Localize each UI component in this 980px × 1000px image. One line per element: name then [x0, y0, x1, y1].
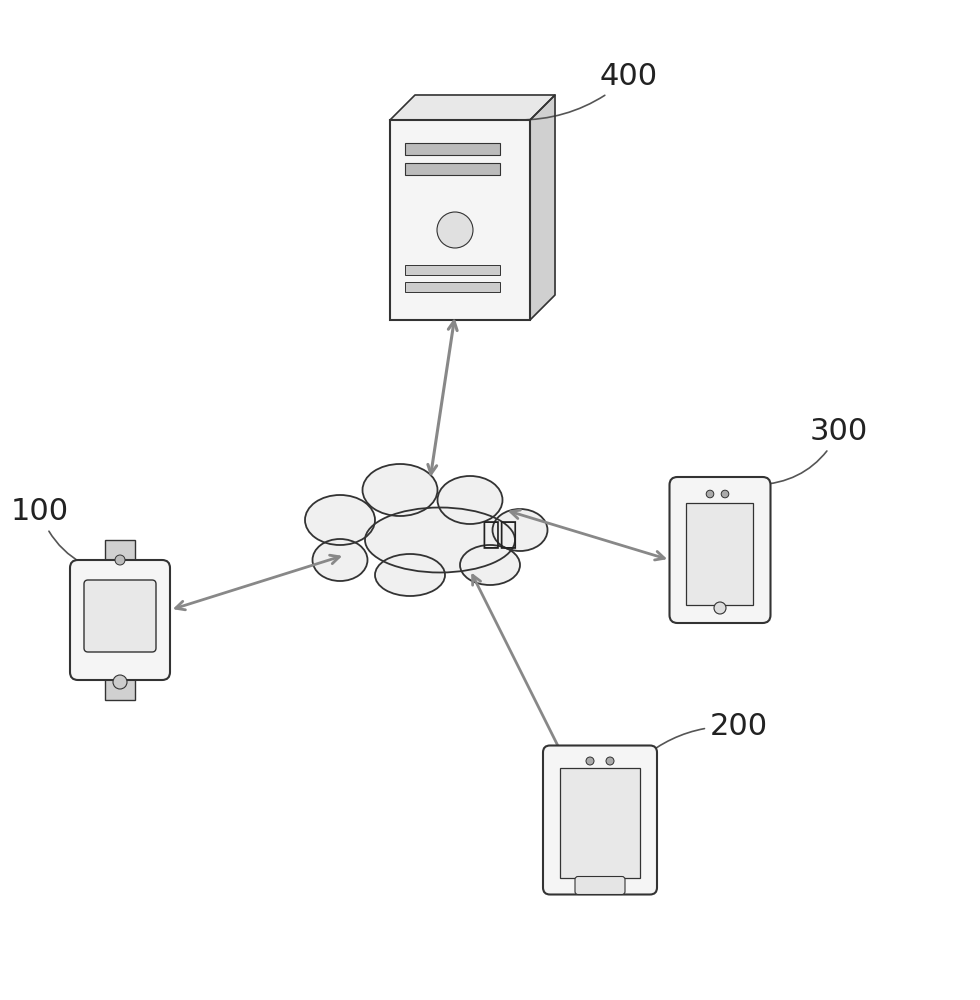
- Text: 网络: 网络: [482, 521, 518, 550]
- Ellipse shape: [460, 545, 520, 585]
- Bar: [687, 503, 754, 605]
- Circle shape: [437, 212, 473, 248]
- Text: 200: 200: [642, 712, 768, 758]
- FancyBboxPatch shape: [70, 560, 170, 680]
- FancyBboxPatch shape: [669, 477, 770, 623]
- Ellipse shape: [375, 554, 445, 596]
- Circle shape: [707, 490, 713, 498]
- Bar: [405, 143, 500, 155]
- Ellipse shape: [305, 495, 375, 545]
- FancyBboxPatch shape: [575, 876, 625, 894]
- Ellipse shape: [313, 539, 368, 581]
- Ellipse shape: [437, 476, 503, 524]
- Text: 100: 100: [11, 497, 82, 564]
- Ellipse shape: [493, 509, 548, 551]
- Text: 400: 400: [517, 62, 659, 120]
- Bar: [405, 282, 500, 292]
- Text: 300: 300: [758, 417, 868, 485]
- Ellipse shape: [363, 464, 437, 516]
- Polygon shape: [390, 95, 555, 120]
- Circle shape: [113, 675, 127, 689]
- Bar: [105, 672, 135, 700]
- Circle shape: [606, 757, 614, 765]
- Bar: [105, 540, 135, 568]
- FancyBboxPatch shape: [84, 580, 156, 652]
- Ellipse shape: [365, 508, 515, 572]
- Bar: [405, 163, 500, 175]
- Polygon shape: [530, 95, 555, 320]
- Circle shape: [721, 490, 729, 498]
- Bar: [405, 265, 500, 275]
- Circle shape: [115, 555, 125, 565]
- Bar: [560, 768, 640, 878]
- FancyBboxPatch shape: [543, 746, 657, 894]
- Circle shape: [714, 602, 726, 614]
- Bar: [390, 120, 530, 320]
- Circle shape: [586, 757, 594, 765]
